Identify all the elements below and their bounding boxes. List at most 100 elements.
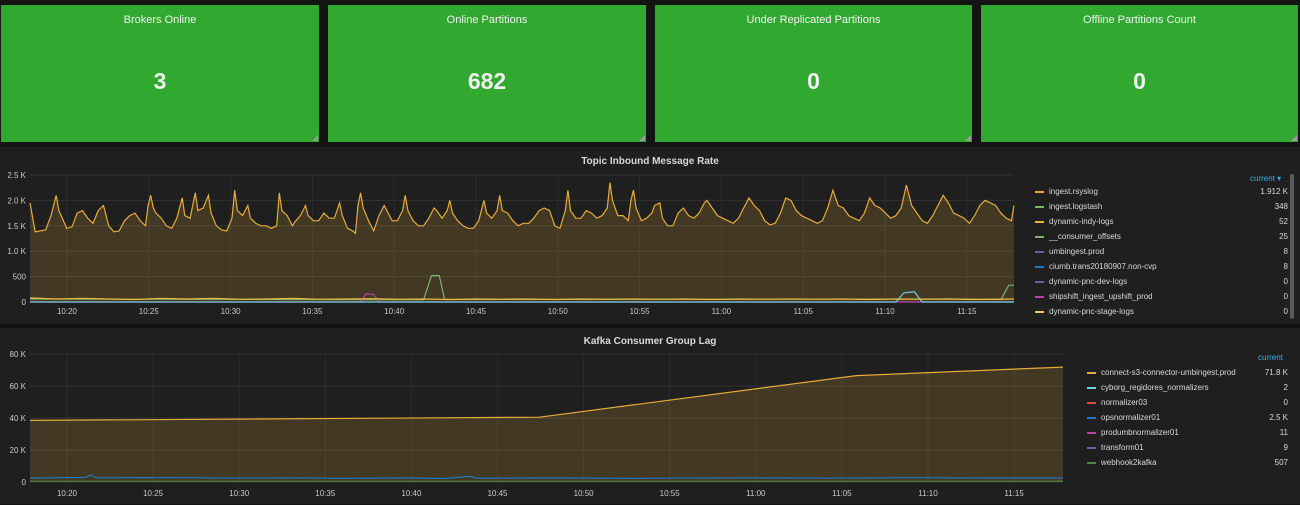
stat-value: 0: [1133, 68, 1146, 94]
stat-title: Online Partitions: [446, 14, 528, 26]
y-tick-label: 1.0 K: [7, 247, 26, 256]
chart-topic-inbound-message-rate[interactable]: 0 500 1.0 K 1.5 K 2.0 K 2.5 K 10:20 10:25 10:30 1…: [0, 147, 1020, 324]
legend-series-name[interactable]: dynamic-pnc-dev-logs: [1049, 277, 1128, 286]
legend-swatch[interactable]: [1087, 447, 1096, 449]
resize-handle-icon[interactable]: [312, 135, 318, 141]
legend-series-name[interactable]: dynamic-pnc-stage-logs: [1049, 307, 1134, 316]
x-tick-label: 10:30: [229, 489, 250, 498]
legend-swatch[interactable]: [1087, 417, 1096, 419]
legend-item[interactable]: webhook2kafka 507: [1087, 456, 1288, 471]
legend-swatch[interactable]: [1087, 402, 1096, 404]
x-tick-label: 10:20: [57, 489, 78, 498]
x-tick-label: 10:50: [548, 307, 569, 316]
legend-series-name[interactable]: __consumer_offsets: [1049, 232, 1121, 241]
chart-kafka-consumer-group-lag[interactable]: 0 20 K 40 K 60 K 80 K 10:20 10:25 10:30 10:35 10:…: [0, 328, 1070, 504]
legend-item[interactable]: dynamic-pnc-stage-logs 0: [1035, 305, 1288, 320]
y-tick-label: 1.5 K: [7, 222, 26, 231]
resize-handle-icon[interactable]: [639, 135, 645, 141]
x-tick-label: 10:45: [487, 489, 508, 498]
legend-sort-current[interactable]: current ▾: [1250, 174, 1282, 183]
legend-series-name[interactable]: dynamic-indy-logs: [1049, 217, 1114, 226]
legend-item[interactable]: umbingest.prod 8: [1035, 245, 1288, 260]
legend-item[interactable]: dynamic-indy-logs 52: [1035, 215, 1288, 230]
legend-series-name[interactable]: ciumb.trans20180907.non-cvp: [1049, 262, 1157, 271]
legend-current-value: 1.912 K: [1260, 187, 1288, 196]
resize-handle-icon[interactable]: [1291, 135, 1297, 141]
legend-item[interactable]: normalizer03 0: [1087, 396, 1288, 411]
stat-value: 0: [807, 68, 820, 94]
series-line-ingest-rsyslog[interactable]: [29, 182, 1015, 235]
legend-series-name[interactable]: ingest.logstash: [1049, 202, 1103, 211]
legend-series-name[interactable]: cyborg_regidores_normalizers: [1101, 383, 1209, 392]
legend-swatch[interactable]: [1035, 296, 1044, 298]
legend-swatch[interactable]: [1035, 251, 1044, 253]
stat-offline-partitions-count[interactable]: Offline Partitions Count 0: [981, 5, 1298, 142]
x-tick-label: 11:00: [746, 489, 766, 498]
y-tick-label: 80 K: [10, 350, 27, 359]
legend-swatch[interactable]: [1035, 221, 1044, 223]
legend-swatch[interactable]: [1035, 281, 1044, 283]
legend-series-name[interactable]: connect-s3-connector-umbingest.prod: [1101, 368, 1236, 377]
y-tick-label: 40 K: [10, 414, 27, 423]
legend-series-name[interactable]: ingest.rsyslog: [1049, 187, 1098, 196]
legend-series-name[interactable]: normalizer03: [1101, 398, 1148, 407]
stat-under-replicated-partitions[interactable]: Under Replicated Partitions 0: [655, 5, 972, 142]
series-line-ciumb-trans20180907-non-cvp[interactable]: [30, 291, 1014, 303]
x-tick-label: 10:40: [401, 489, 422, 498]
x-tick-label: 10:25: [143, 489, 164, 498]
legend-item[interactable]: ingest.logstash 348: [1035, 200, 1288, 215]
legend-scrollbar[interactable]: [1290, 174, 1294, 319]
stat-title: Brokers Online: [123, 14, 197, 26]
legend-current-value: 0: [1283, 292, 1288, 301]
series-line-dynamic-indy-logs[interactable]: [29, 297, 1015, 301]
legend-swatch[interactable]: [1035, 236, 1044, 238]
legend-item[interactable]: dynamic-pnc-dev-logs 0: [1035, 275, 1288, 290]
series-area: [30, 367, 1063, 482]
x-tick-label: 11:10: [918, 489, 938, 498]
legend-item[interactable]: ingest.rsyslog 1.912 K: [1035, 185, 1288, 200]
legend-current-value: 0: [1283, 307, 1288, 316]
y-tick-label: 20 K: [10, 446, 27, 455]
legend-swatch[interactable]: [1035, 311, 1044, 313]
panel-title[interactable]: Topic Inbound Message Rate: [581, 156, 719, 167]
legend-item[interactable]: produmbnormalizer01 11: [1087, 426, 1288, 441]
legend-current-value: 25: [1279, 232, 1288, 241]
resize-handle-icon[interactable]: [965, 135, 971, 141]
panel-title[interactable]: Kafka Consumer Group Lag: [583, 336, 717, 347]
legend-item[interactable]: cyborg_regidores_normalizers 2: [1087, 381, 1288, 396]
legend-item[interactable]: opsnormalizer01 2.5 K: [1087, 411, 1288, 426]
legend-swatch[interactable]: [1087, 372, 1096, 374]
series-line-opsnormalizer01[interactable]: [29, 474, 1063, 480]
legend-swatch[interactable]: [1035, 206, 1044, 208]
legend-current-value: 52: [1279, 217, 1288, 226]
x-tick-label: 11:15: [1004, 489, 1024, 498]
legend-series-name[interactable]: webhook2kafka: [1101, 458, 1157, 467]
legend-item[interactable]: __consumer_offsets 25: [1035, 230, 1288, 245]
legend-sort-current[interactable]: current: [1258, 353, 1283, 362]
legend-item[interactable]: ciumb.trans20180907.non-cvp 8: [1035, 260, 1288, 275]
x-tick-label: 11:10: [875, 307, 895, 316]
y-tick-label: 500: [13, 273, 27, 282]
legend-item[interactable]: connect-s3-connector-umbingest.prod 71.8 …: [1087, 366, 1288, 381]
legend-item[interactable]: shipshift_ingest_upshift_prod 0: [1035, 290, 1288, 305]
y-tick-label: 2.0 K: [7, 196, 26, 205]
x-tick-label: 10:40: [384, 307, 405, 316]
legend-series-name[interactable]: opsnormalizer01: [1101, 413, 1161, 422]
legend-swatch[interactable]: [1035, 266, 1044, 268]
stat-online-partitions[interactable]: Online Partitions 682: [328, 5, 646, 142]
legend-series-name[interactable]: transform01: [1101, 443, 1144, 452]
legend-series-name[interactable]: umbingest.prod: [1049, 247, 1105, 256]
legend-series-name[interactable]: shipshift_ingest_upshift_prod: [1049, 292, 1153, 301]
legend-series-name[interactable]: produmbnormalizer01: [1101, 428, 1179, 437]
legend-swatch[interactable]: [1087, 387, 1096, 389]
legend-swatch[interactable]: [1087, 462, 1096, 464]
series-line-ingest-logstash[interactable]: [29, 275, 1014, 301]
series-line-connect-s3-connector-umbingest-prod[interactable]: [29, 366, 1064, 421]
legend-swatch[interactable]: [1035, 191, 1044, 193]
legend-swatch[interactable]: [1087, 432, 1096, 434]
legend-current-value: 8: [1283, 262, 1288, 271]
x-tick-label: 10:35: [302, 307, 323, 316]
legend-current-value: 71.8 K: [1264, 368, 1288, 377]
legend-item[interactable]: transform01 9: [1087, 441, 1288, 456]
stat-brokers-online[interactable]: Brokers Online 3: [1, 5, 319, 142]
